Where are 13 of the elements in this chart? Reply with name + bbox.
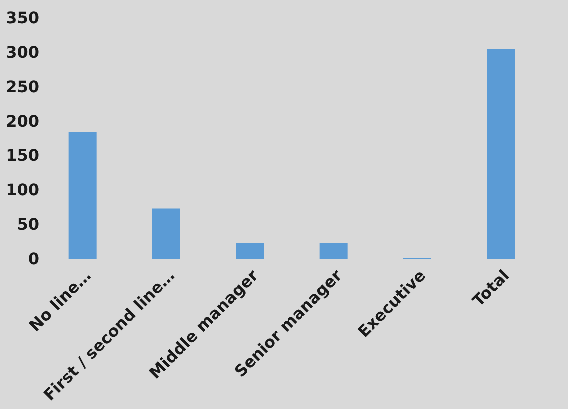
y-tick-label: 100 [6, 180, 40, 200]
y-tick-label: 50 [17, 215, 40, 234]
y-tick-label: 200 [6, 112, 40, 131]
y-tick-label: 150 [6, 146, 40, 166]
bar [152, 208, 180, 259]
y-tick-label: 0 [28, 250, 40, 268]
y-tick-label: 300 [6, 42, 40, 62]
bar [68, 132, 97, 259]
bar [320, 243, 348, 259]
bar [487, 48, 516, 259]
y-tick-label: 350 [6, 8, 40, 28]
y-tick-label: 250 [6, 77, 40, 96]
bar [236, 243, 264, 259]
